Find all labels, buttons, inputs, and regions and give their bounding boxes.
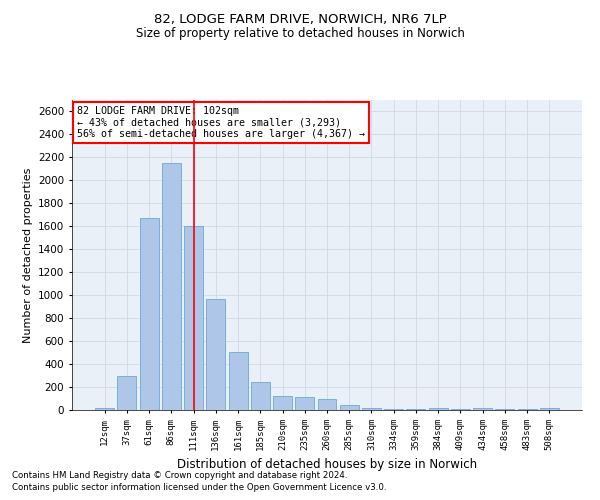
Bar: [140, 218, 158, 410]
Bar: [95, 408, 114, 410]
Y-axis label: Number of detached properties: Number of detached properties: [23, 168, 32, 342]
Bar: [184, 226, 203, 410]
Bar: [273, 396, 292, 410]
Bar: [362, 408, 381, 410]
Bar: [295, 398, 314, 410]
Bar: [118, 376, 136, 410]
Bar: [206, 298, 225, 410]
Bar: [340, 406, 359, 410]
Bar: [384, 409, 403, 410]
X-axis label: Distribution of detached houses by size in Norwich: Distribution of detached houses by size …: [177, 458, 477, 471]
Bar: [251, 382, 270, 410]
Bar: [317, 399, 337, 410]
Bar: [429, 408, 448, 410]
Bar: [473, 408, 492, 410]
Bar: [540, 408, 559, 410]
Bar: [229, 352, 248, 410]
Bar: [162, 163, 181, 410]
Text: 82, LODGE FARM DRIVE, NORWICH, NR6 7LP: 82, LODGE FARM DRIVE, NORWICH, NR6 7LP: [154, 12, 446, 26]
Text: Contains public sector information licensed under the Open Government Licence v3: Contains public sector information licen…: [12, 484, 386, 492]
Text: Size of property relative to detached houses in Norwich: Size of property relative to detached ho…: [136, 28, 464, 40]
Text: Contains HM Land Registry data © Crown copyright and database right 2024.: Contains HM Land Registry data © Crown c…: [12, 471, 347, 480]
Text: 82 LODGE FARM DRIVE: 102sqm
← 43% of detached houses are smaller (3,293)
56% of : 82 LODGE FARM DRIVE: 102sqm ← 43% of det…: [77, 106, 365, 140]
